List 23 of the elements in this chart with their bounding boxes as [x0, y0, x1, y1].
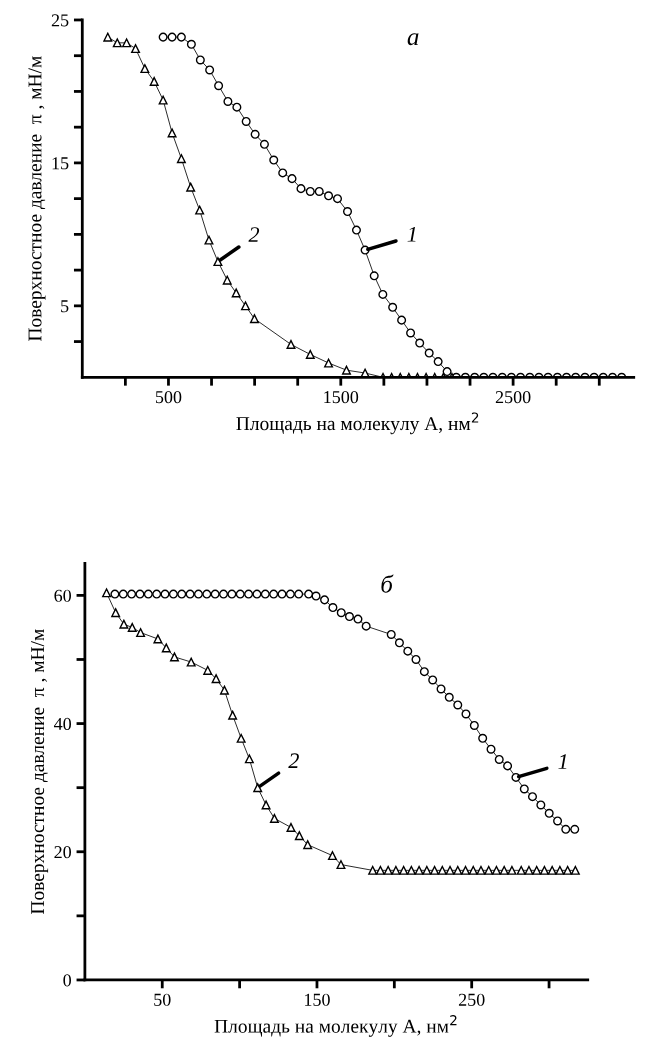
annotation: 1: [558, 754, 567, 769]
y-tick-label: 40: [53, 717, 72, 731]
y-axis-title: Поверхностное давление π , мН/м: [28, 56, 46, 342]
x-tick-label: 500: [155, 391, 182, 404]
y-tick-label: 5: [61, 300, 69, 313]
chart-title: б: [381, 574, 394, 593]
y-tick-label: 20: [54, 846, 72, 859]
annotation: 2: [288, 753, 299, 769]
annotation: 2: [248, 227, 260, 242]
x-tick-label: 2500: [495, 391, 531, 404]
x-tick-label: 250: [458, 993, 485, 1006]
chart-title: а: [407, 33, 419, 46]
y-axis-title: Поверхностное давление π , мН/м: [31, 629, 49, 915]
x-axis-title: Площадь на молекулу А, нм$^{2}$: [236, 412, 479, 435]
y-tick-label: 15: [52, 157, 69, 170]
x-axis-title: Площадь на молекулу А, нм$^{2}$: [214, 1015, 457, 1037]
y-tick-label: 25: [51, 14, 69, 27]
y-tick-label: 60: [54, 589, 72, 602]
x-tick-label: 50: [154, 993, 171, 1006]
x-tick-label: 1500: [324, 391, 359, 404]
annotation: 1: [407, 226, 416, 242]
y-tick-label: 0: [63, 974, 72, 987]
x-tick-label: 150: [305, 993, 330, 1006]
